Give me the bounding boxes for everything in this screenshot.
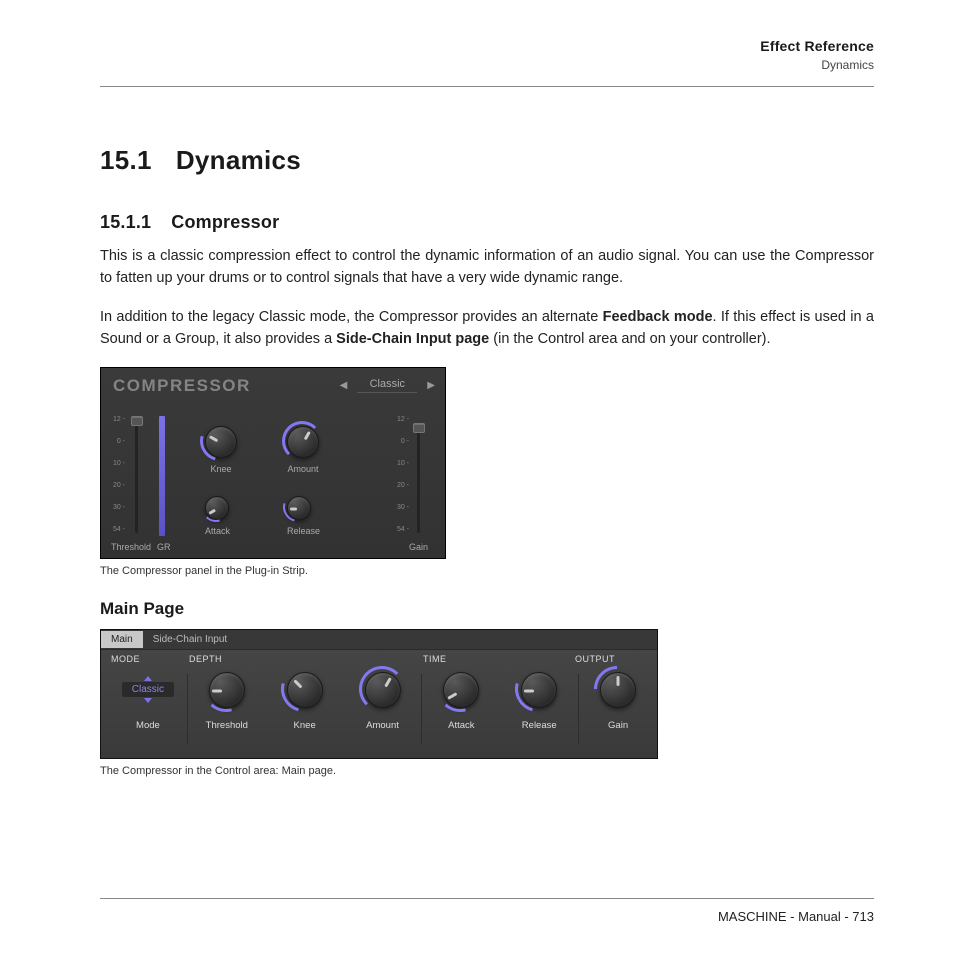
- group-depth: DEPTH: [179, 654, 413, 664]
- main-page-heading: Main Page: [100, 599, 874, 619]
- attack-label: Attack: [205, 526, 230, 536]
- tab-bar: Main Side-Chain Input: [101, 630, 657, 650]
- amount-ctrl-label: Amount: [366, 720, 399, 731]
- compressor-plugin-panel: COMPRESSOR ◀ Classic ▶ 12 - 0 - 10 - 20 …: [100, 367, 446, 559]
- gain-label: Gain: [409, 542, 428, 552]
- knee-knob-wrap: Knee: [205, 426, 237, 474]
- threshold-label: Threshold: [111, 542, 151, 552]
- gain-track: [417, 431, 420, 533]
- threshold-slider[interactable]: [131, 416, 143, 426]
- release-ctrl-knob[interactable]: [521, 672, 557, 708]
- preset-navigator[interactable]: ◀ Classic ▶: [340, 378, 435, 393]
- gain-scale: 12 - 0 - 10 - 20 - 30 - 54 -: [391, 416, 409, 531]
- paragraph-modes: In addition to the legacy Classic mode, …: [100, 306, 874, 351]
- tab-sidechain[interactable]: Side-Chain Input: [143, 631, 238, 648]
- header-section-title: Effect Reference: [100, 38, 874, 54]
- footer-page-info: MASCHINE - Manual - 713: [100, 909, 874, 924]
- header-section-subtitle: Dynamics: [100, 58, 874, 72]
- control-knob-row: Classic Mode Threshold Knee Amount Attac…: [101, 672, 657, 744]
- mode-selector[interactable]: Classic: [117, 672, 179, 708]
- threshold-ctrl-label: Threshold: [206, 720, 248, 731]
- chevron-up-icon[interactable]: [144, 676, 152, 681]
- release-ctrl-label: Release: [522, 720, 557, 731]
- attack-ctrl-knob[interactable]: [443, 672, 479, 708]
- knee-label: Knee: [205, 464, 237, 474]
- plugin-title: COMPRESSOR: [113, 376, 251, 396]
- figure2-caption: The Compressor in the Control area: Main…: [100, 765, 874, 777]
- knee-ctrl-label: Knee: [294, 720, 316, 731]
- amount-knob[interactable]: [287, 426, 319, 458]
- release-label: Release: [287, 526, 320, 536]
- mode-value: Classic: [122, 682, 174, 697]
- group-time: TIME: [413, 654, 565, 664]
- gr-meter: [159, 416, 165, 536]
- release-knob-wrap: Release: [287, 496, 320, 536]
- section-heading: 15.1Dynamics: [100, 145, 874, 176]
- attack-ctrl-label: Attack: [448, 720, 474, 731]
- threshold-knob[interactable]: [209, 672, 245, 708]
- attack-knob[interactable]: [205, 496, 229, 520]
- section-number: 15.1: [100, 145, 152, 176]
- amount-knob-wrap: Amount: [287, 426, 319, 474]
- gain-slider[interactable]: [413, 423, 425, 433]
- compressor-control-area: Main Side-Chain Input MODE DEPTH TIME OU…: [100, 629, 658, 759]
- group-output: OUTPUT: [565, 654, 643, 664]
- figure1-caption: The Compressor panel in the Plug-in Stri…: [100, 565, 874, 577]
- preset-next-icon[interactable]: ▶: [427, 380, 435, 391]
- mode-label: Mode: [136, 720, 160, 731]
- amount-ctrl-knob[interactable]: [365, 672, 401, 708]
- group-labels: MODE DEPTH TIME OUTPUT: [101, 654, 657, 664]
- knee-ctrl-knob[interactable]: [287, 672, 323, 708]
- group-mode: MODE: [101, 654, 179, 664]
- gain-ctrl-label: Gain: [608, 720, 628, 731]
- chevron-down-icon[interactable]: [144, 698, 152, 703]
- threshold-track: [135, 423, 138, 533]
- release-knob[interactable]: [287, 496, 311, 520]
- header-divider: [100, 86, 874, 87]
- subsection-heading: 15.1.1Compressor: [100, 212, 874, 233]
- attack-knob-wrap: Attack: [205, 496, 230, 536]
- preset-name[interactable]: Classic: [357, 378, 417, 393]
- footer-divider: [100, 898, 874, 899]
- subsection-number: 15.1.1: [100, 212, 151, 233]
- amount-label: Amount: [287, 464, 319, 474]
- gr-label: GR: [157, 542, 171, 552]
- knee-knob[interactable]: [205, 426, 237, 458]
- gain-ctrl-knob[interactable]: [600, 672, 636, 708]
- preset-prev-icon[interactable]: ◀: [340, 380, 348, 391]
- mode-cell: Classic Mode: [109, 672, 187, 744]
- tab-main[interactable]: Main: [101, 631, 143, 648]
- paragraph-intro: This is a classic compression effect to …: [100, 245, 874, 290]
- threshold-scale: 12 - 0 - 10 - 20 - 30 - 54 -: [107, 416, 125, 531]
